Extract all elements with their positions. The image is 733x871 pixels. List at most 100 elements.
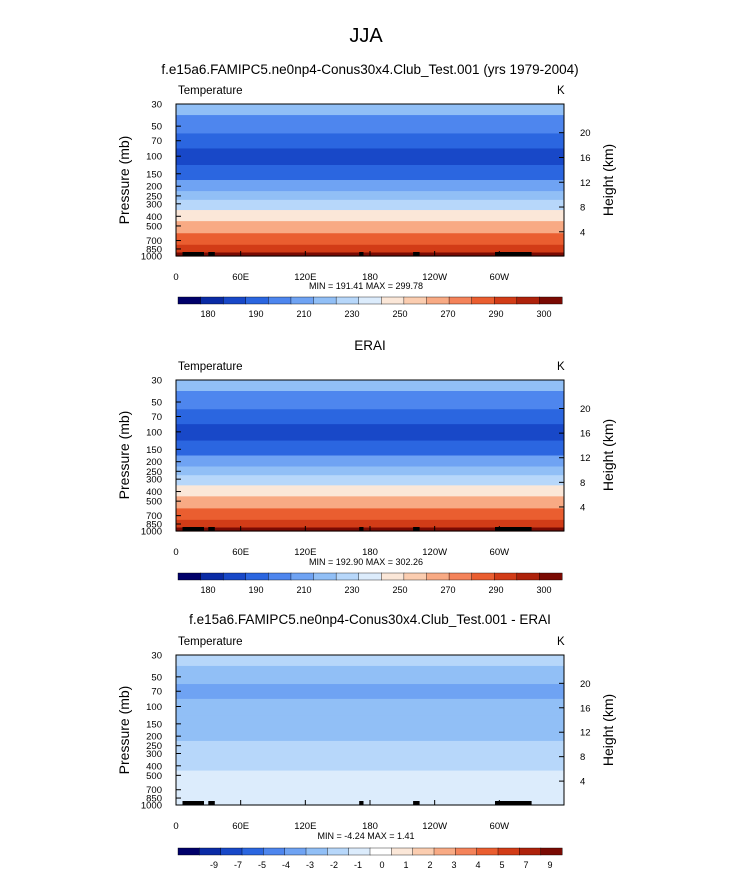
pressure-tick-label: 400 [146, 761, 162, 772]
colorbar-label: 270 [440, 309, 455, 319]
stats-label: MIN = -4.24 MAX = 1.41 [317, 831, 414, 841]
height-tick-label: 20 [580, 679, 591, 690]
height-tick-label: 8 [580, 478, 585, 489]
y2-axis-label: Height (km) [600, 144, 616, 216]
panel-title: f.e15a6.FAMIPC5.ne0np4-Conus30x4.Club_Te… [161, 62, 578, 77]
contour-band [176, 104, 564, 116]
pressure-tick-label: 250 [146, 467, 162, 478]
topography [359, 252, 364, 256]
pressure-tick-label: 200 [146, 732, 162, 743]
colorbar-box [381, 296, 405, 305]
pressure-tick-label: 850 [146, 794, 162, 805]
colorbar-box [199, 847, 222, 856]
panel-difference: f.e15a6.FAMIPC5.ne0np4-Conus30x4.Club_Te… [116, 612, 616, 870]
colorbar-box [433, 847, 456, 856]
field-label: Temperature [178, 361, 243, 373]
pressure-tick-label: 500 [146, 497, 162, 508]
x-tick-label: 0 [173, 272, 178, 283]
colorbar-box [245, 572, 269, 581]
height-tick-label: 20 [580, 128, 591, 139]
pressure-tick-label: 50 [151, 398, 162, 409]
height-tick-label: 12 [580, 453, 591, 464]
colorbar-box [263, 847, 286, 856]
colorbar-label: -9 [210, 860, 218, 870]
colorbar-box [471, 296, 495, 305]
contour-band [176, 148, 564, 166]
topography [495, 252, 532, 256]
contour-band [176, 715, 564, 731]
topography [359, 801, 364, 805]
field-label: Temperature [178, 636, 243, 648]
colorbar-box [448, 572, 473, 581]
y-axis-label: Pressure (mb) [116, 136, 132, 225]
colorbar-box [539, 572, 563, 581]
topography [495, 527, 532, 531]
colorbar-label: 9 [547, 860, 552, 870]
pressure-tick-label: 700 [146, 785, 162, 796]
topography [495, 801, 532, 805]
colorbar-label: 290 [488, 585, 503, 595]
x-tick-label: 0 [173, 547, 178, 558]
panel-model: f.e15a6.FAMIPC5.ne0np4-Conus30x4.Club_Te… [116, 62, 616, 319]
contour-band [176, 440, 564, 457]
colorbar-box [222, 296, 247, 305]
contour-band [176, 698, 564, 716]
colorbar-box [268, 296, 292, 305]
contour-band [176, 210, 564, 222]
x-tick-label: 120E [294, 547, 316, 558]
y2-axis-label: Height (km) [600, 694, 616, 766]
topography [208, 252, 215, 256]
pressure-tick-label: 850 [146, 520, 162, 531]
topography [208, 801, 215, 805]
topography [182, 527, 202, 531]
contour-band [176, 740, 564, 751]
colorbar-box [471, 572, 495, 581]
height-tick-label: 4 [580, 227, 585, 238]
contour-band [176, 485, 564, 497]
colorbar-box [290, 296, 315, 305]
pressure-tick-label: 200 [146, 182, 162, 193]
pressure-tick-label: 150 [146, 445, 162, 456]
height-tick-label: 12 [580, 728, 591, 739]
colorbar-label: 300 [536, 585, 551, 595]
panel-title: f.e15a6.FAMIPC5.ne0np4-Conus30x4.Club_Te… [189, 612, 551, 627]
colorbar-box [358, 296, 382, 305]
stats-label: MIN = 192.90 MAX = 302.26 [309, 557, 423, 567]
colorbar-box [494, 572, 518, 581]
colorbar-label: 7 [523, 860, 528, 870]
colorbar-box [455, 847, 478, 856]
contour-band [176, 115, 564, 135]
colorbar-label: 210 [296, 585, 311, 595]
colorbar-label: 230 [344, 585, 359, 595]
contour-band [176, 759, 564, 772]
pressure-tick-label: 100 [146, 427, 162, 438]
pressure-tick-label: 300 [146, 749, 162, 760]
colorbar-box [540, 847, 563, 856]
contour-band [176, 475, 564, 486]
colorbar-box [335, 296, 360, 305]
colorbar-label: 300 [536, 309, 551, 319]
contour-band [176, 380, 564, 392]
colorbar-label: 250 [392, 309, 407, 319]
plot-area: 3050701001502002503004005007008501000481… [141, 651, 591, 833]
panel-erai: ERAI Temperature K Pressure (mb) Height … [116, 338, 616, 595]
colorbar-box [313, 296, 337, 305]
height-tick-label: 12 [580, 178, 591, 189]
x-tick-label: 0 [173, 821, 178, 832]
pressure-tick-label: 150 [146, 169, 162, 180]
contour-band [176, 133, 564, 150]
colorbar-label: -4 [282, 860, 290, 870]
contour-band [176, 730, 564, 742]
contour-band [176, 391, 564, 410]
colorbar-box [220, 847, 243, 856]
height-tick-label: 16 [580, 703, 591, 714]
colorbar-label: 2 [427, 860, 432, 870]
colorbar-label: 210 [296, 309, 311, 319]
y2-axis-label: Height (km) [600, 419, 616, 491]
contour-band [176, 496, 564, 509]
topography [182, 252, 202, 256]
colorbar-label: 3 [451, 860, 456, 870]
topography [413, 801, 420, 805]
x-tick-label: 180 [362, 821, 378, 832]
colorbar-label: 0 [379, 860, 384, 870]
